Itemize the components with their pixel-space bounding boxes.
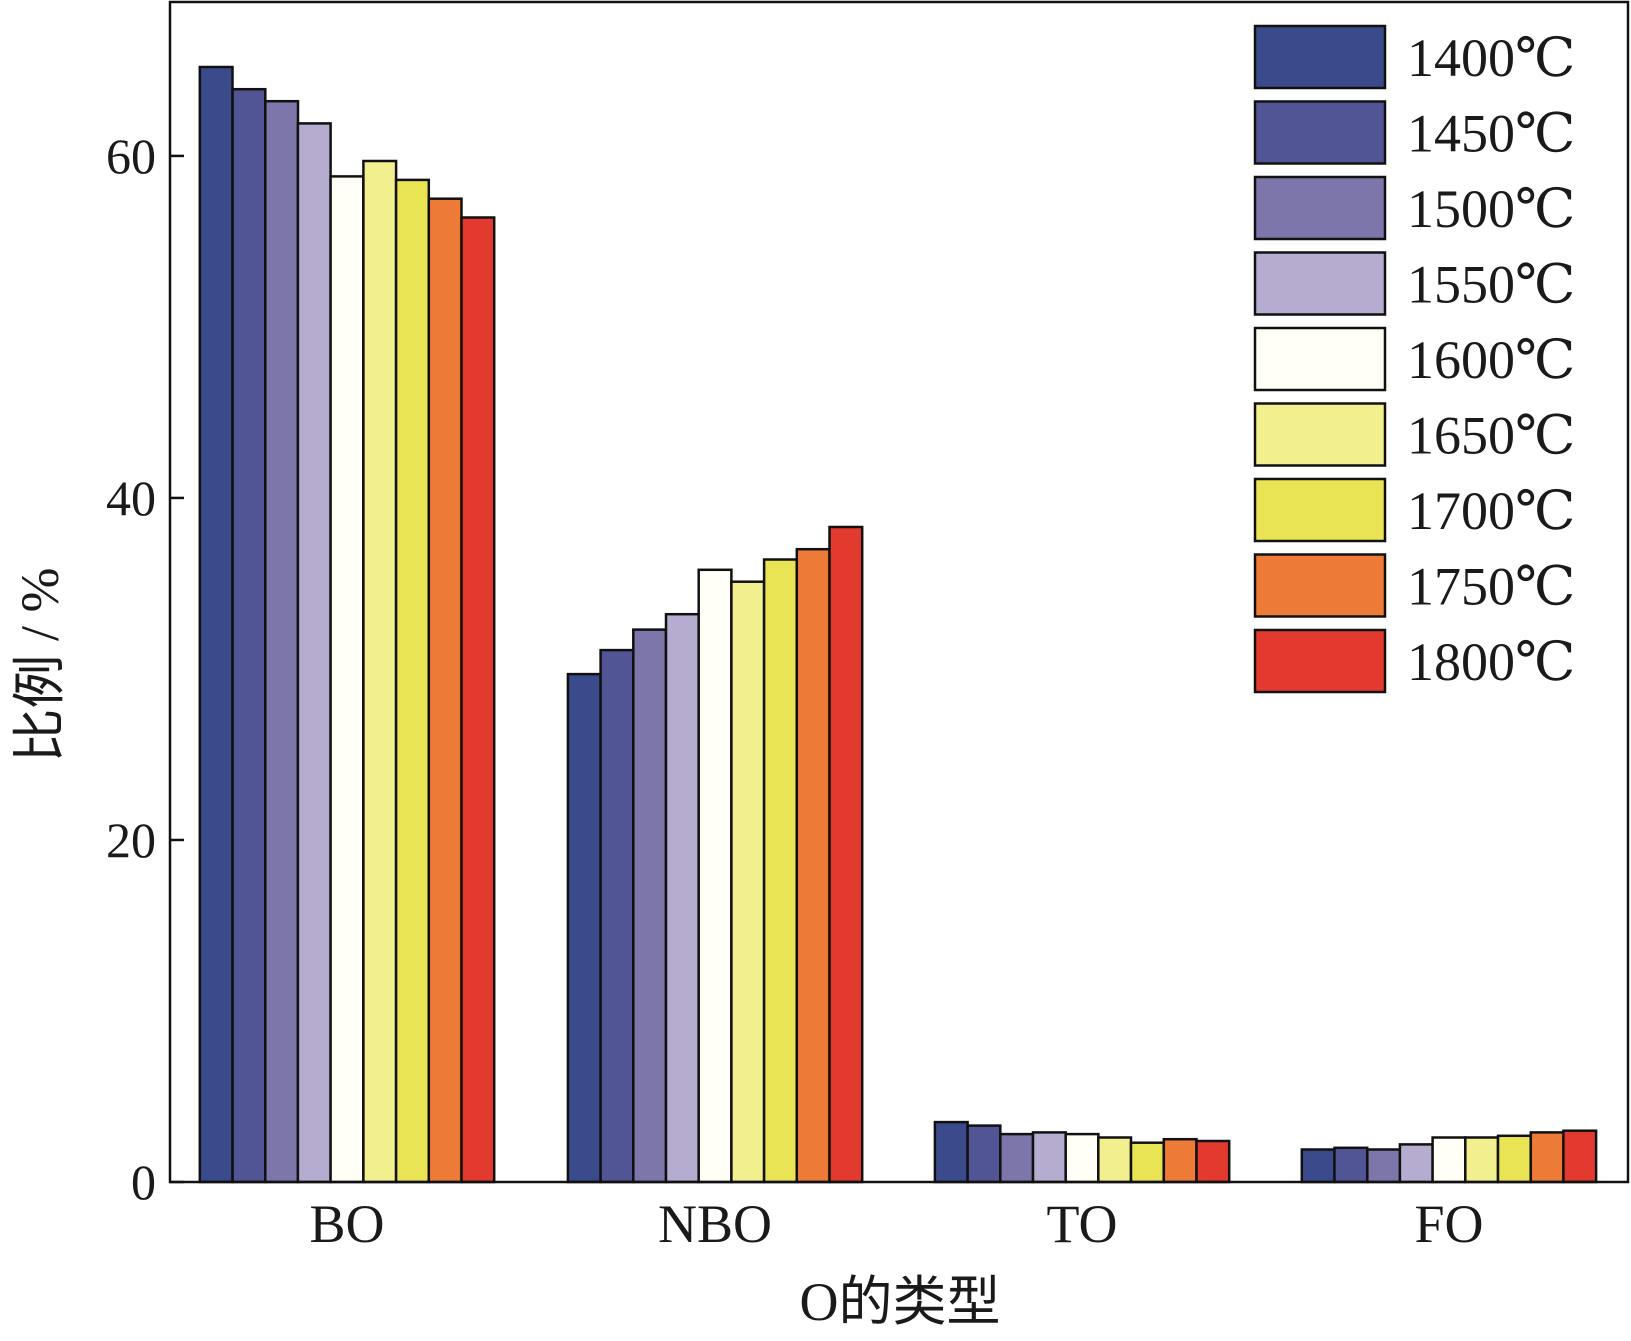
bar-nbo-2 [632,628,668,1184]
axes: 0 20 40 60 BO NBO TO FO [106,0,1630,1254]
x-tick-label-bo: BO [309,1194,384,1254]
bar-fo-5 [1464,1136,1500,1184]
legend-swatch-8 [1253,628,1387,694]
legend-label-8: 1800℃ [1407,632,1575,692]
bar-nbo-8 [828,525,864,1184]
bar-to-6 [1129,1141,1165,1184]
bar-bo-6 [394,178,431,1184]
legend-swatch-2 [1253,175,1387,241]
y-tick-label-20: 20 [106,812,156,868]
x-tick-label-to: TO [1046,1194,1117,1254]
bar-to-8 [1195,1139,1231,1184]
bar-bo-1 [231,87,267,1184]
y-axis-title: 比例 / % [10,568,70,763]
bar-to-2 [999,1132,1035,1184]
bar-bo-5 [362,159,398,1184]
x-axis-title: O的类型 [800,1272,1001,1332]
bar-nbo-5 [730,580,766,1184]
bar-fo-3 [1398,1143,1434,1184]
bar-to-4 [1064,1132,1100,1184]
bar-fo-2 [1366,1148,1402,1184]
bar-fo-1 [1333,1146,1369,1184]
legend-swatch-6 [1253,477,1387,543]
legend-label-0: 1400℃ [1407,28,1575,88]
legend-swatch-3 [1253,251,1387,316]
x-tick-label-fo: FO [1414,1194,1483,1254]
bar-to-1 [966,1124,1002,1184]
bar-bo-7 [427,197,463,1184]
bars-layer [198,65,1598,1184]
y-tick-label-60: 60 [106,128,156,184]
bar-nbo-6 [762,558,799,1184]
legend-swatch-7 [1253,553,1387,618]
bar-fo-0 [1300,1148,1336,1184]
x-tick-label-nbo: NBO [658,1194,772,1254]
bar-fo-6 [1496,1134,1532,1184]
legend-swatch-4 [1253,326,1387,392]
legend: 1400℃ 1450℃ 1500℃ 1550℃ 1600℃ 1650℃ 1700℃ 1750℃… [1253,24,1575,694]
bar-nbo-1 [599,648,635,1184]
legend-label-2: 1500℃ [1407,179,1575,239]
bar-nbo-3 [664,612,700,1184]
bar-fo-8 [1562,1129,1598,1184]
bar-to-5 [1097,1136,1133,1184]
plot-frame [168,0,1630,1184]
legend-label-5: 1650℃ [1407,406,1575,466]
bar-bo-3 [296,122,332,1184]
bar-bo-8 [460,216,496,1184]
legend-label-4: 1600℃ [1407,330,1575,390]
legend-swatch-1 [1253,100,1387,165]
bar-bo-2 [264,99,300,1184]
legend-label-7: 1750℃ [1407,557,1575,617]
legend-label-6: 1700℃ [1407,481,1575,541]
bar-nbo-4 [697,568,733,1184]
bar-bo-0 [198,65,234,1184]
y-tick-label-40: 40 [106,470,156,526]
legend-swatch-0 [1253,24,1387,90]
bar-to-0 [933,1120,969,1184]
legend-label-1: 1450℃ [1407,104,1575,164]
bar-fo-4 [1431,1136,1467,1184]
bar-to-7 [1162,1137,1198,1184]
bar-fo-7 [1529,1131,1565,1184]
bar-bo-4 [329,175,365,1184]
bar-nbo-0 [566,672,602,1184]
bar-nbo-7 [795,547,831,1184]
bar-to-3 [1031,1131,1067,1184]
legend-label-3: 1550℃ [1407,255,1575,315]
legend-swatch-5 [1253,402,1387,467]
y-tick-label-0: 0 [131,1154,156,1210]
